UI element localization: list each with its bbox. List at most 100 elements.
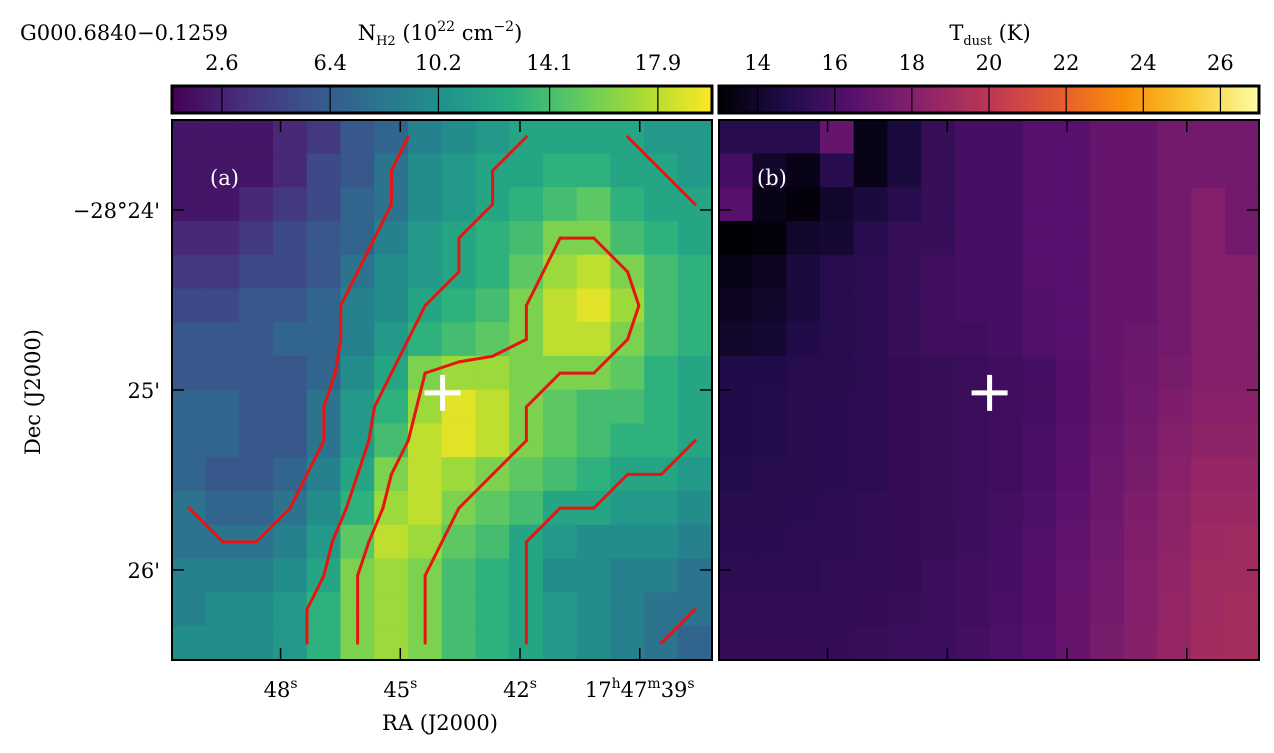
- heatmap-cell: [542, 524, 578, 560]
- heatmap-cell: [239, 457, 274, 492]
- heatmap-cell: [677, 457, 713, 492]
- heatmap-cell: [542, 288, 578, 323]
- heatmap-cell: [1089, 490, 1125, 526]
- heatmap-cell: [1056, 254, 1091, 290]
- heatmap-cell: [306, 187, 342, 222]
- label-sup: −2: [493, 19, 514, 35]
- colorbar-tick-label: 22: [1053, 51, 1080, 75]
- heatmap-cell: [921, 457, 956, 492]
- heatmap-cell: [853, 220, 889, 256]
- heatmap-cell: [887, 490, 922, 526]
- heatmap-cell: [853, 187, 889, 222]
- heatmap-cell: [1224, 322, 1260, 357]
- heatmap-cell: [786, 457, 821, 492]
- heatmap-cell: [718, 254, 754, 290]
- heatmap-cell: [407, 490, 443, 526]
- heatmap-cell: [1022, 355, 1057, 391]
- heatmap-cell: [610, 187, 645, 222]
- tick-label-part: 17: [585, 678, 612, 702]
- heatmap-cell: [1224, 490, 1260, 526]
- contour-line: [659, 439, 697, 476]
- heatmap-cell: [1191, 625, 1226, 661]
- heatmap-cell: [644, 254, 679, 290]
- contour-line: [626, 270, 641, 308]
- heatmap-cell: [819, 254, 855, 290]
- heatmap-cell: [988, 457, 1024, 492]
- heatmap-cell: [542, 322, 578, 357]
- heatmap-cell: [718, 389, 754, 425]
- heatmap-cell: [475, 254, 510, 290]
- heatmap-cell: [887, 389, 922, 425]
- heatmap-cell: [644, 490, 679, 526]
- heatmap-cell: [1224, 592, 1260, 627]
- heatmap-cell: [786, 322, 821, 357]
- heatmap-cell: [1056, 187, 1091, 222]
- heatmap-cell: [752, 625, 787, 661]
- heatmap-cell: [921, 490, 956, 526]
- heatmap-cell: [887, 288, 922, 323]
- heatmap-cell: [576, 457, 612, 492]
- heatmap-cell: [988, 119, 1024, 155]
- heatmap-cell: [576, 254, 612, 290]
- heatmap-cell: [542, 187, 578, 222]
- heatmap-cell: [1224, 423, 1260, 458]
- heatmap-cell: [853, 592, 889, 627]
- heatmap-cell: [1191, 457, 1226, 492]
- heatmap-cell: [752, 288, 787, 323]
- tick-label-part: 47: [621, 678, 648, 702]
- heatmap-cell: [272, 288, 308, 323]
- x-tick-label: 17h47m39s: [585, 676, 695, 702]
- heatmap-cell: [1089, 288, 1125, 323]
- heatmap-cell: [644, 119, 679, 155]
- heatmap-cell: [306, 322, 342, 357]
- heatmap-cell: [1123, 389, 1159, 425]
- contour-line: [339, 270, 360, 308]
- heatmap-cell: [819, 625, 855, 661]
- heatmap-cell: [306, 220, 342, 256]
- contour-line: [626, 135, 663, 173]
- heatmap-cell: [1022, 153, 1057, 188]
- heatmap-cell: [407, 187, 443, 222]
- heatmap-cell: [988, 558, 1024, 593]
- tick-label-sup: s: [410, 676, 417, 692]
- heatmap-cell: [1089, 457, 1125, 492]
- heatmap-cell: [306, 254, 342, 290]
- heatmap-cell: [644, 322, 679, 357]
- heatmap-cell: [644, 423, 679, 458]
- heatmap-cell: [786, 625, 821, 661]
- heatmap-cell: [1157, 355, 1192, 391]
- heatmap-cell: [1157, 389, 1192, 425]
- heatmap-cell: [272, 558, 308, 593]
- heatmap-cell: [752, 220, 787, 256]
- heatmap-cell: [1089, 355, 1125, 391]
- heatmap-cell: [887, 423, 922, 458]
- contour-line: [356, 439, 371, 476]
- heatmap-cell: [610, 389, 645, 425]
- heatmap-cell: [171, 355, 207, 391]
- tick-label-sup: m: [647, 676, 660, 692]
- heatmap-cell: [1123, 625, 1159, 661]
- heatmap-cell: [1123, 220, 1159, 256]
- heatmap-cell: [887, 592, 922, 627]
- heatmap-cell: [954, 558, 990, 593]
- contour-line: [322, 540, 334, 578]
- source-marker: [424, 374, 461, 411]
- chart-title: G000.6840−0.1259: [20, 21, 228, 45]
- heatmap-cell: [1157, 592, 1192, 627]
- heatmap-cell: [887, 524, 922, 560]
- heatmap-cell: [610, 423, 645, 458]
- heatmap-cell: [1056, 457, 1091, 492]
- heatmap-cell: [752, 254, 787, 290]
- label-part: N: [358, 21, 376, 45]
- heatmap-cell: [1022, 288, 1057, 323]
- heatmap-cell: [718, 288, 754, 323]
- heatmap-cell: [677, 254, 713, 290]
- heatmap-cell: [610, 592, 645, 627]
- contour-line: [626, 304, 641, 341]
- tick-label-sup: s: [687, 676, 694, 692]
- heatmap-cell: [576, 288, 612, 323]
- heatmap-cell: [205, 423, 240, 458]
- heatmap-cell: [542, 389, 578, 425]
- contour-line: [592, 236, 630, 274]
- heatmap-cell: [576, 592, 612, 627]
